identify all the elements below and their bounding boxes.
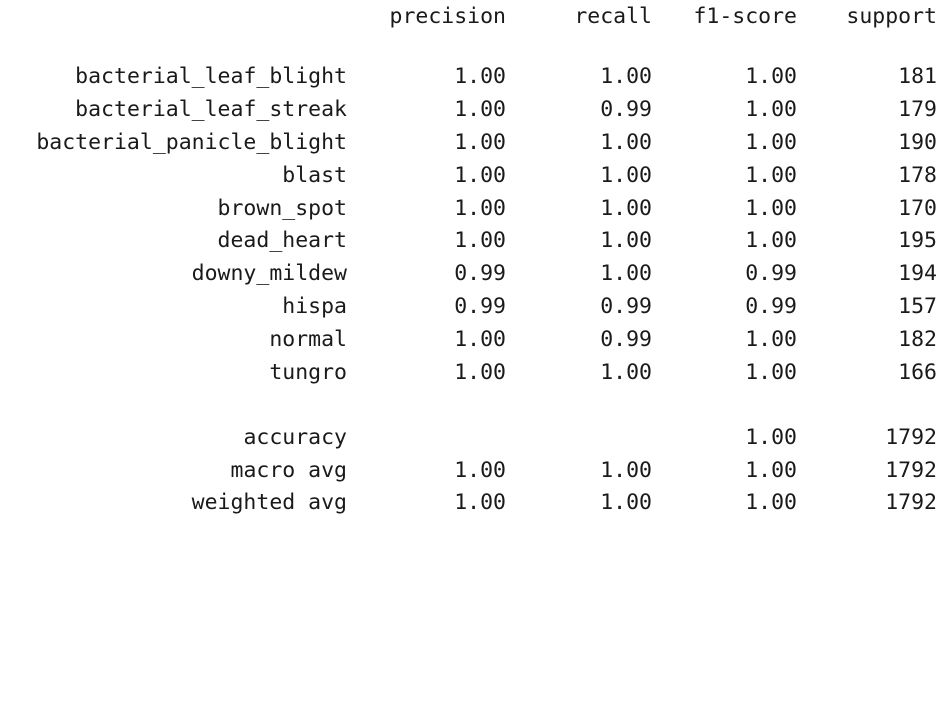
header-f1-score: f1-score [693,4,797,29]
recall-value: 1.00 [600,64,652,89]
f1-value: 1.00 [745,130,797,155]
macro-avg-f1: 1.00 [745,458,797,483]
weighted-avg-label: weighted avg [191,490,347,515]
precision-value: 1.00 [454,97,506,122]
precision-value: 1.00 [454,64,506,89]
class-label: bacterial_leaf_streak [75,97,347,122]
precision-value: 1.00 [454,228,506,253]
support-value: 170 [898,196,937,221]
class-row: bacterial_leaf_streak 1.00 0.99 1.00 179 [0,94,940,127]
precision-value: 0.99 [454,261,506,286]
precision-value: 1.00 [454,327,506,352]
macro-avg-precision: 1.00 [454,458,506,483]
class-label: downy_mildew [191,261,347,286]
class-row: brown_spot 1.00 1.00 1.00 170 [0,193,940,226]
precision-value: 1.00 [454,196,506,221]
header-recall: recall [574,4,652,29]
weighted-avg-f1: 1.00 [745,490,797,515]
macro-avg-recall: 1.00 [600,458,652,483]
recall-value: 0.99 [600,97,652,122]
class-label: tungro [269,360,347,385]
class-label: dead_heart [217,228,347,253]
recall-value: 1.00 [600,261,652,286]
class-row: normal 1.00 0.99 1.00 182 [0,324,940,357]
accuracy-label: accuracy [243,425,347,450]
class-label: normal [269,327,347,352]
f1-value: 1.00 [745,327,797,352]
weighted-avg-support: 1792 [885,490,937,515]
weighted-avg-recall: 1.00 [600,490,652,515]
classification-report: precision recall f1-score support bacter… [0,1,940,520]
support-value: 179 [898,97,937,122]
recall-value: 1.00 [600,228,652,253]
support-value: 194 [898,261,937,286]
header-precision: precision [389,4,507,29]
recall-value: 1.00 [600,163,652,188]
accuracy-support-value: 1792 [885,425,937,450]
recall-value: 1.00 [600,196,652,221]
class-row: bacterial_panicle_blight 1.00 1.00 1.00 … [0,127,940,160]
precision-value: 1.00 [454,163,506,188]
macro-avg-row: macro avg 1.00 1.00 1.00 1792 [0,455,940,488]
f1-value: 1.00 [745,360,797,385]
class-row: dead_heart 1.00 1.00 1.00 195 [0,225,940,258]
f1-value: 1.00 [745,64,797,89]
support-value: 182 [898,327,937,352]
recall-value: 0.99 [600,294,652,319]
support-value: 190 [898,130,937,155]
recall-value: 0.99 [600,327,652,352]
support-value: 166 [898,360,937,385]
header-support: support [846,4,937,29]
support-value: 178 [898,163,937,188]
accuracy-row: accuracy 1.00 1792 [0,422,940,455]
class-row: tungro 1.00 1.00 1.00 166 [0,357,940,390]
accuracy-f1-value: 1.00 [745,425,797,450]
class-label: bacterial_leaf_blight [75,64,347,89]
macro-avg-label: macro avg [230,458,348,483]
macro-avg-support: 1792 [885,458,937,483]
support-value: 195 [898,228,937,253]
recall-value: 1.00 [600,360,652,385]
class-label: hispa [282,294,347,319]
support-value: 181 [898,64,937,89]
class-label: brown_spot [217,196,347,221]
class-row: blast 1.00 1.00 1.00 178 [0,160,940,193]
class-row: hispa 0.99 0.99 0.99 157 [0,291,940,324]
f1-value: 1.00 [745,163,797,188]
precision-value: 0.99 [454,294,506,319]
precision-value: 1.00 [454,360,506,385]
f1-value: 1.00 [745,228,797,253]
f1-value: 1.00 [745,196,797,221]
recall-value: 1.00 [600,130,652,155]
f1-value: 1.00 [745,97,797,122]
weighted-avg-row: weighted avg 1.00 1.00 1.00 1792 [0,487,940,520]
f1-value: 0.99 [745,294,797,319]
class-label: blast [282,163,347,188]
weighted-avg-precision: 1.00 [454,490,506,515]
class-label: bacterial_panicle_blight [36,130,347,155]
class-row: bacterial_leaf_blight 1.00 1.00 1.00 181 [0,61,940,94]
header-row: precision recall f1-score support [0,1,940,34]
f1-value: 0.99 [745,261,797,286]
support-value: 157 [898,294,937,319]
class-row: downy_mildew 0.99 1.00 0.99 194 [0,258,940,291]
precision-value: 1.00 [454,130,506,155]
